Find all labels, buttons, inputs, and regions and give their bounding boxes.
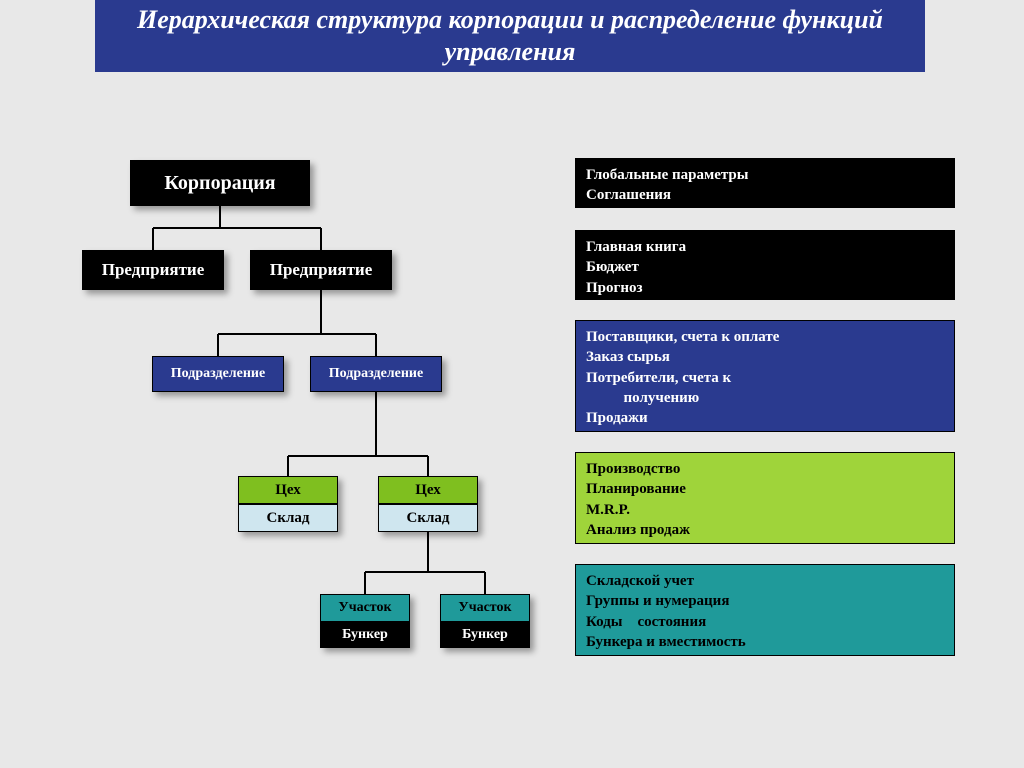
panel-p5: Складской учетГруппы и нумерацияКоды сос… — [575, 564, 955, 656]
panel-line: Прогноз — [586, 278, 944, 298]
title-text: Иерархическая структура корпорации и рас… — [95, 4, 925, 69]
panel-line: Планирование — [586, 479, 944, 499]
title-bar: Иерархическая структура корпорации и рас… — [95, 0, 925, 72]
panel-line: получению — [586, 388, 944, 408]
stack-ab2-row-1: Бункер — [440, 622, 530, 648]
panel-line: Бюджет — [586, 257, 944, 277]
panel-line: Потребители, счета к — [586, 368, 944, 388]
stack-ws2-row-1: Склад — [378, 504, 478, 532]
node-corp: Корпорация — [130, 160, 310, 206]
stack-ws1-row-0: Цех — [238, 476, 338, 504]
panel-line: Бункера и вместимость — [586, 632, 944, 652]
panel-line: Продажи — [586, 408, 944, 428]
panel-p2: Главная книгаБюджетПрогноз — [575, 230, 955, 300]
panel-line: Глобальные параметры — [586, 165, 944, 185]
panel-line: Главная книга — [586, 237, 944, 257]
stack-ws2: ЦехСклад — [378, 476, 478, 532]
panel-line: M.R.P. — [586, 500, 944, 520]
panel-line: Складской учет — [586, 571, 944, 591]
stack-ab1-row-1: Бункер — [320, 622, 410, 648]
stack-ab2: УчастокБункер — [440, 594, 530, 648]
panel-p4: ПроизводствоПланированиеM.R.P.Анализ про… — [575, 452, 955, 544]
stack-ab2-row-0: Участок — [440, 594, 530, 622]
node-div2: Подразделение — [310, 356, 442, 392]
panel-p1: Глобальные параметрыСоглашения — [575, 158, 955, 208]
panel-line: Коды состояния — [586, 612, 944, 632]
stack-ws2-row-0: Цех — [378, 476, 478, 504]
stack-ab1: УчастокБункер — [320, 594, 410, 648]
node-ent1: Предприятие — [82, 250, 224, 290]
stack-ws1-row-1: Склад — [238, 504, 338, 532]
panel-line: Анализ продаж — [586, 520, 944, 540]
node-ent2: Предприятие — [250, 250, 392, 290]
node-div1: Подразделение — [152, 356, 284, 392]
panel-p3: Поставщики, счета к оплатеЗаказ сырьяПот… — [575, 320, 955, 432]
panel-line: Группы и нумерация — [586, 591, 944, 611]
panel-line: Соглашения — [586, 185, 944, 205]
panel-line: Заказ сырья — [586, 347, 944, 367]
panel-line: Поставщики, счета к оплате — [586, 327, 944, 347]
stack-ws1: ЦехСклад — [238, 476, 338, 532]
panel-line: Производство — [586, 459, 944, 479]
stack-ab1-row-0: Участок — [320, 594, 410, 622]
